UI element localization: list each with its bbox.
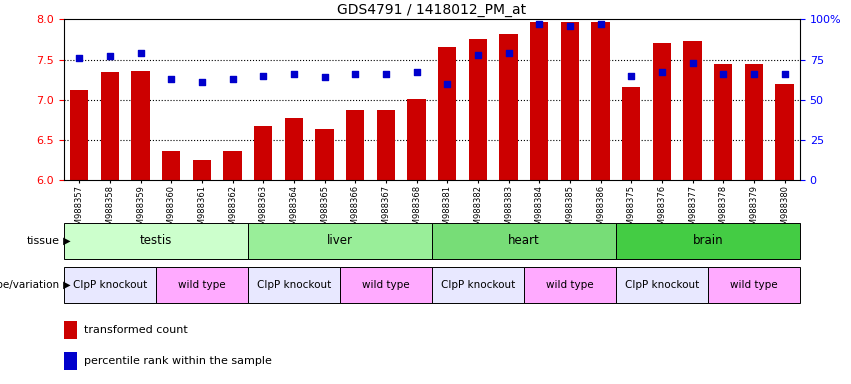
Bar: [616, 267, 708, 303]
Bar: [223, 151, 242, 180]
Bar: [340, 267, 431, 303]
Bar: [408, 99, 426, 180]
Text: wild type: wild type: [178, 280, 226, 290]
Point: [717, 71, 730, 77]
Bar: [70, 90, 89, 180]
Bar: [64, 267, 156, 303]
Text: ▶: ▶: [60, 236, 70, 246]
Bar: [192, 161, 211, 180]
Point: [471, 51, 485, 58]
Bar: [622, 87, 641, 180]
Text: brain: brain: [693, 235, 723, 247]
Text: ▶: ▶: [60, 280, 70, 290]
Text: ClpP knockout: ClpP knockout: [257, 280, 331, 290]
Point: [686, 60, 700, 66]
Text: wild type: wild type: [362, 280, 409, 290]
Bar: [64, 223, 248, 259]
Bar: [714, 65, 733, 180]
Point: [625, 73, 638, 79]
Bar: [745, 65, 763, 180]
Point: [778, 71, 791, 77]
Bar: [346, 109, 364, 180]
Bar: [64, 321, 77, 339]
Text: wild type: wild type: [546, 280, 594, 290]
Point: [441, 81, 454, 87]
Point: [195, 79, 208, 85]
Point: [594, 21, 608, 27]
Text: tissue: tissue: [26, 236, 60, 246]
Point: [747, 71, 761, 77]
Bar: [254, 126, 272, 180]
Bar: [100, 72, 119, 180]
Point: [164, 76, 178, 82]
Bar: [131, 71, 150, 180]
Bar: [530, 22, 548, 180]
Point: [409, 70, 423, 76]
Bar: [469, 40, 487, 180]
Text: liver: liver: [327, 235, 353, 247]
Point: [348, 71, 362, 77]
Point: [256, 73, 270, 79]
Point: [533, 21, 546, 27]
Title: GDS4791 / 1418012_PM_at: GDS4791 / 1418012_PM_at: [337, 3, 527, 17]
Text: testis: testis: [140, 235, 172, 247]
Point: [379, 71, 392, 77]
Bar: [64, 352, 77, 370]
Point: [226, 76, 239, 82]
Bar: [431, 267, 524, 303]
Bar: [708, 267, 800, 303]
Bar: [284, 118, 303, 180]
Bar: [248, 223, 431, 259]
Bar: [431, 223, 616, 259]
Bar: [775, 84, 794, 180]
Point: [655, 70, 669, 76]
Text: heart: heart: [508, 235, 540, 247]
Text: wild type: wild type: [730, 280, 778, 290]
Point: [72, 55, 86, 61]
Bar: [524, 267, 616, 303]
Point: [317, 74, 331, 80]
Bar: [561, 22, 579, 180]
Bar: [248, 267, 340, 303]
Bar: [653, 43, 671, 180]
Text: transformed count: transformed count: [84, 325, 188, 335]
Text: ClpP knockout: ClpP knockout: [625, 280, 699, 290]
Bar: [377, 109, 395, 180]
Point: [103, 53, 117, 60]
Bar: [683, 41, 702, 180]
Bar: [616, 223, 800, 259]
Text: percentile rank within the sample: percentile rank within the sample: [84, 356, 272, 366]
Bar: [438, 48, 456, 180]
Text: genotype/variation: genotype/variation: [0, 280, 60, 290]
Point: [287, 71, 300, 77]
Point: [563, 23, 577, 29]
Bar: [162, 151, 180, 180]
Point: [134, 50, 147, 56]
Bar: [500, 34, 517, 180]
Bar: [156, 267, 248, 303]
Point: [502, 50, 516, 56]
Text: ClpP knockout: ClpP knockout: [441, 280, 515, 290]
Text: ClpP knockout: ClpP knockout: [72, 280, 147, 290]
Bar: [591, 22, 610, 180]
Bar: [316, 129, 334, 180]
